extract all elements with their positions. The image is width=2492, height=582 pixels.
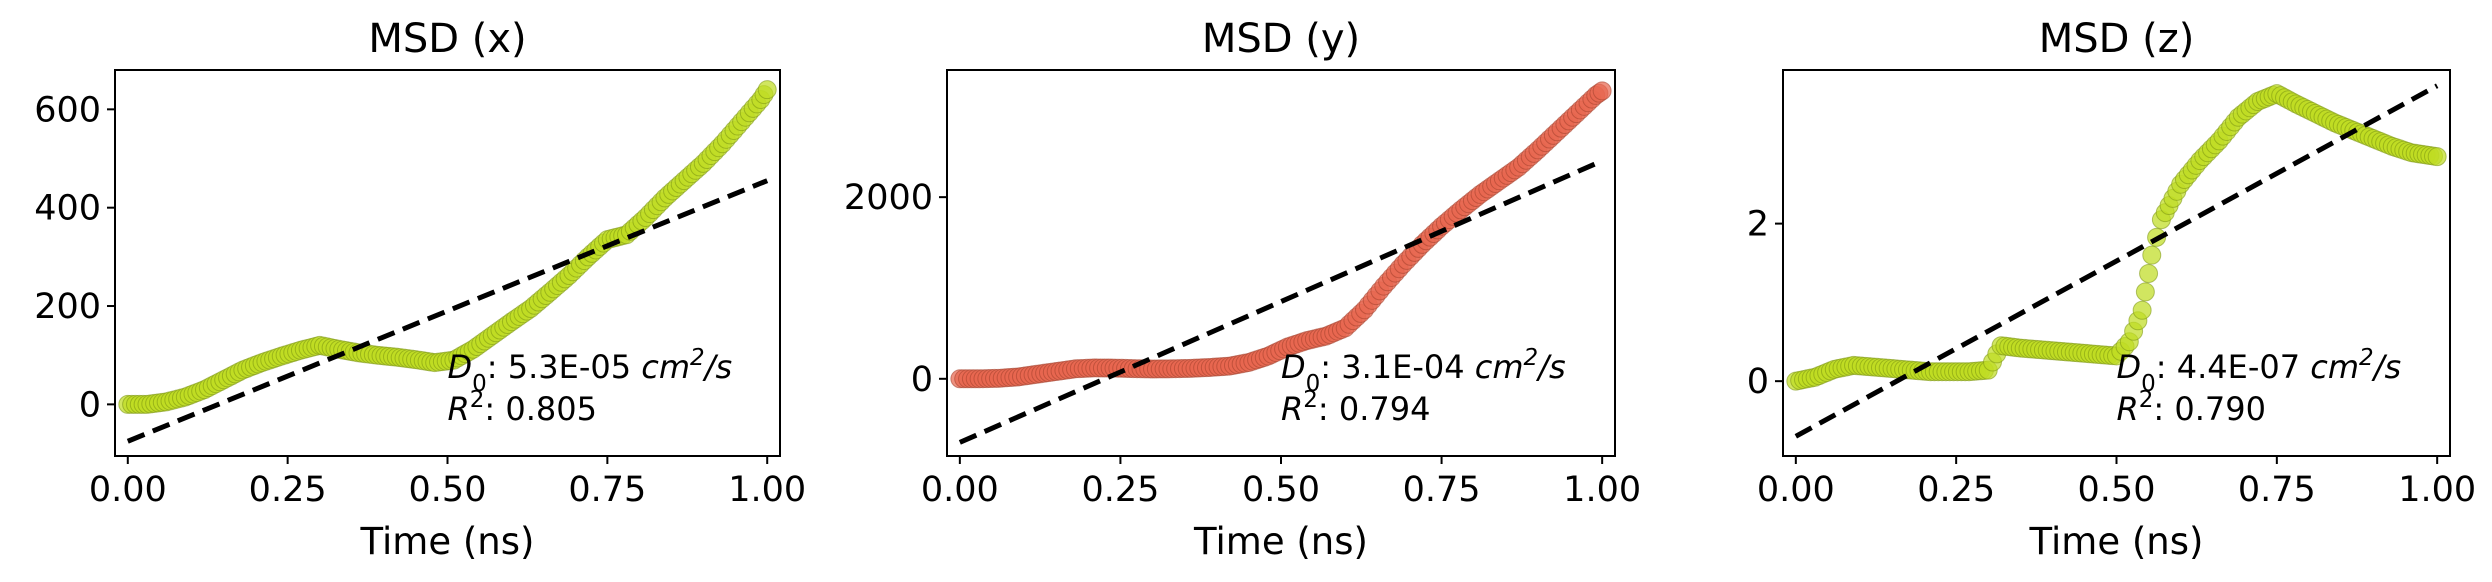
x-tick-label: 0.00 <box>921 470 999 510</box>
y-tick-label: 200 <box>34 287 101 327</box>
data-point <box>2132 300 2152 320</box>
y-tick-label: 0 <box>79 385 101 425</box>
fit-line <box>958 158 1604 445</box>
d-value: : 5.3E-05 <box>487 348 642 386</box>
r-superscript: 2 <box>1303 387 1318 413</box>
x-axis-label: Time (ns) <box>360 520 535 563</box>
data-points <box>118 80 777 414</box>
d-subscript: 0 <box>472 371 487 397</box>
data-point <box>1592 81 1612 101</box>
diffusion-coefficient-label: D0: 3.1E-04 cm2/s <box>1281 345 1566 397</box>
x-tick-label: 0.75 <box>1403 470 1481 510</box>
x-tick-label: 0.25 <box>249 470 327 510</box>
d-subscript: 0 <box>1306 371 1321 397</box>
chart-panel-1: MSD (x) 0.00 0.25 0.50 0.75 1.00 0 200 400 600 Tim… <box>34 16 806 563</box>
x-tick-label: 0.00 <box>1757 470 1835 510</box>
x-axis-label: Time (ns) <box>1193 520 1368 563</box>
data-point <box>757 80 777 100</box>
fit-line <box>126 178 769 444</box>
d-unit-tail: /s <box>2371 348 2401 386</box>
x-tick-label: 0.50 <box>2078 470 2156 510</box>
x-tick-label: 0.50 <box>1242 470 1320 510</box>
data-point <box>2427 147 2447 167</box>
r-symbol: R <box>2117 390 2139 428</box>
r-symbol: R <box>1281 390 1303 428</box>
x-tick-label: 1.00 <box>2398 470 2476 510</box>
d-symbol: D <box>448 348 473 386</box>
diffusion-coefficient-label: D0: 5.3E-05 cm2/s <box>448 345 733 397</box>
d-unit: cm <box>2310 348 2359 386</box>
data-point <box>2139 264 2159 284</box>
d-symbol: D <box>1281 348 1306 386</box>
x-tick-label: 0.25 <box>1081 470 1159 510</box>
chart-title: MSD (x) <box>368 16 526 62</box>
y-tick-label: 2000 <box>844 178 933 218</box>
chart-title: MSD (z) <box>2039 16 2195 62</box>
d-unit-superscript: 2 <box>690 345 705 371</box>
data-points <box>950 81 1612 389</box>
y-tick-label: 0 <box>911 360 933 400</box>
y-tick-label: 400 <box>34 189 101 229</box>
data-point <box>2142 245 2162 265</box>
y-tick-label: 2 <box>1747 205 1769 245</box>
x-axis-label: Time (ns) <box>2029 520 2204 563</box>
r-value: : 0.794 <box>1318 390 1431 428</box>
fit-line <box>1794 83 2439 439</box>
data-points <box>1786 84 2447 391</box>
d-unit-tail: /s <box>1535 348 1565 386</box>
d-unit-superscript: 2 <box>1524 345 1539 371</box>
r-squared-label: R2: 0.790 <box>2117 387 2266 428</box>
x-tick-label: 0.75 <box>2238 470 2316 510</box>
x-tick-label: 0.25 <box>1917 470 1995 510</box>
d-unit: cm <box>641 348 690 386</box>
data-point <box>2135 282 2155 302</box>
r-value: : 0.805 <box>484 390 597 428</box>
chart-panel-2: MSD (y) 0.00 0.25 0.50 0.75 1.00 0 2000 Time (ns… <box>844 16 1641 563</box>
r-superscript: 2 <box>470 387 485 413</box>
chart-title: MSD (y) <box>1202 16 1360 62</box>
r-superscript: 2 <box>2139 387 2154 413</box>
d-unit-superscript: 2 <box>2359 345 2374 371</box>
y-tick-label: 0 <box>1747 362 1769 402</box>
r-value: : 0.790 <box>2153 390 2266 428</box>
x-tick-label: 0.75 <box>568 470 646 510</box>
r-squared-label: R2: 0.794 <box>1281 387 1430 428</box>
y-tick-label: 600 <box>34 90 101 130</box>
d-unit-tail: /s <box>702 348 732 386</box>
x-tick-label: 0.50 <box>409 470 487 510</box>
r-symbol: R <box>448 390 470 428</box>
d-unit: cm <box>1475 348 1524 386</box>
x-tick-label: 0.00 <box>89 470 167 510</box>
diffusion-coefficient-label: D0: 4.4E-07 cm2/s <box>2117 345 2402 397</box>
d-value: : 3.1E-04 <box>1320 348 1475 386</box>
x-tick-label: 1.00 <box>1563 470 1641 510</box>
d-symbol: D <box>2117 348 2142 386</box>
d-value: : 4.4E-07 <box>2156 348 2311 386</box>
x-tick-label: 1.00 <box>728 470 806 510</box>
r-squared-label: R2: 0.805 <box>448 387 597 428</box>
d-subscript: 0 <box>2141 371 2156 397</box>
